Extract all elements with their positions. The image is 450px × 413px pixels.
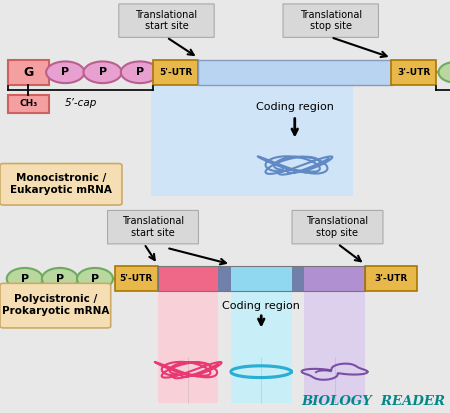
Text: Coding region: Coding region bbox=[222, 301, 300, 311]
Bar bbox=[158, 291, 218, 403]
Text: 3'-UTR: 3'-UTR bbox=[397, 68, 431, 77]
Bar bbox=[151, 85, 353, 196]
Bar bbox=[153, 60, 198, 85]
Text: P: P bbox=[56, 274, 64, 284]
Text: G: G bbox=[23, 66, 33, 79]
Text: P: P bbox=[99, 67, 107, 77]
Ellipse shape bbox=[7, 268, 43, 290]
Bar bbox=[198, 60, 392, 85]
FancyBboxPatch shape bbox=[0, 164, 122, 205]
Ellipse shape bbox=[121, 62, 159, 83]
Text: P: P bbox=[91, 274, 99, 284]
FancyBboxPatch shape bbox=[108, 211, 198, 244]
Ellipse shape bbox=[438, 62, 450, 83]
FancyBboxPatch shape bbox=[119, 4, 214, 37]
Text: Translational
start site: Translational start site bbox=[135, 10, 198, 31]
Bar bbox=[8, 95, 49, 112]
Text: P: P bbox=[136, 67, 144, 77]
Ellipse shape bbox=[46, 62, 85, 83]
Text: Translational
stop site: Translational stop site bbox=[300, 10, 362, 31]
FancyBboxPatch shape bbox=[0, 283, 111, 328]
Text: Monocistronic /
Eukaryotic mRNA: Monocistronic / Eukaryotic mRNA bbox=[10, 173, 112, 195]
Bar bbox=[231, 291, 292, 403]
Text: P: P bbox=[61, 67, 69, 77]
Ellipse shape bbox=[42, 268, 78, 290]
Text: P: P bbox=[21, 274, 29, 284]
Text: BIOLOGY  READER: BIOLOGY READER bbox=[302, 395, 446, 408]
Bar bbox=[365, 266, 417, 291]
Text: Polycistronic /
Prokaryotic mRNA: Polycistronic / Prokaryotic mRNA bbox=[2, 294, 109, 316]
Bar bbox=[304, 291, 365, 403]
Bar bbox=[392, 60, 436, 85]
FancyBboxPatch shape bbox=[283, 4, 378, 37]
Bar bbox=[304, 266, 365, 291]
FancyBboxPatch shape bbox=[292, 211, 383, 244]
Text: Translational
stop site: Translational stop site bbox=[306, 216, 369, 238]
Text: Translational
start site: Translational start site bbox=[122, 216, 184, 238]
Text: 5'-UTR: 5'-UTR bbox=[159, 68, 192, 77]
Bar bbox=[218, 266, 231, 291]
Text: Coding region: Coding region bbox=[256, 102, 334, 112]
Ellipse shape bbox=[84, 62, 122, 83]
Ellipse shape bbox=[77, 268, 113, 290]
Text: CH₃: CH₃ bbox=[19, 99, 37, 108]
Bar bbox=[8, 60, 49, 85]
Bar bbox=[292, 266, 304, 291]
Text: 5’-cap: 5’-cap bbox=[64, 98, 97, 108]
Text: 3'-UTR: 3'-UTR bbox=[374, 274, 407, 283]
Bar bbox=[115, 266, 158, 291]
Bar bbox=[158, 266, 365, 291]
Bar bbox=[158, 266, 218, 291]
Text: 5'-UTR: 5'-UTR bbox=[120, 274, 153, 283]
Bar bbox=[231, 266, 292, 291]
